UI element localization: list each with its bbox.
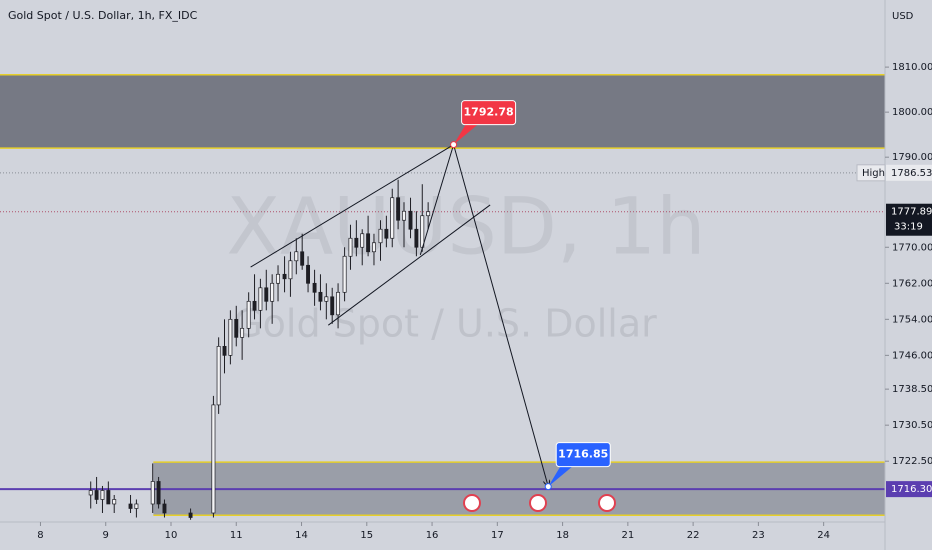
watermark-subtitle: Gold Spot / U.S. Dollar — [233, 302, 657, 346]
y-tick-label: 1746.00 — [892, 350, 932, 361]
candle-body — [378, 228, 383, 244]
price-tag — [886, 481, 932, 498]
x-tick-label: 23 — [752, 530, 765, 541]
y-tick-label: 1790.00 — [892, 152, 932, 163]
x-tick-label: 9 — [103, 530, 109, 541]
callout-anchor — [450, 141, 458, 149]
x-tick-label: 8 — [37, 530, 43, 541]
candle-body — [330, 296, 335, 316]
candle-body — [211, 404, 216, 514]
x-tick-label: 24 — [817, 530, 830, 541]
level-name-box — [856, 164, 886, 182]
candle-body — [318, 291, 323, 302]
candle-body — [324, 296, 329, 302]
price-tag — [886, 203, 932, 236]
candle-body — [414, 228, 419, 248]
candle-body — [128, 503, 133, 509]
x-tick-label: 15 — [360, 530, 373, 541]
candle-body — [354, 237, 359, 248]
currency: USD — [892, 11, 914, 22]
candle-body — [336, 291, 341, 316]
countdown: 33:19 — [894, 222, 923, 233]
candle-body — [94, 490, 99, 500]
candle-body — [282, 273, 287, 280]
candle-body — [150, 481, 155, 505]
candle-body — [300, 251, 305, 266]
candle-body — [156, 481, 161, 505]
candle-body — [246, 300, 251, 329]
x-tick-label: 22 — [687, 530, 700, 541]
candle-body — [264, 287, 269, 302]
candle-body — [106, 490, 111, 505]
candle-body — [270, 282, 275, 302]
candle-body — [306, 264, 311, 284]
candle-body — [276, 273, 280, 284]
candle-body — [188, 512, 193, 518]
candle-body — [162, 503, 167, 514]
x-tick-label: 16 — [426, 530, 439, 541]
chart-title: Gold Spot / U.S. Dollar, 1h, FX_IDC — [8, 9, 198, 22]
y-tick-label: 1722.50 — [892, 456, 932, 467]
candle-body — [372, 242, 376, 253]
x-tick-label: 10 — [165, 530, 178, 541]
candle-body — [390, 197, 395, 239]
candle-body — [216, 345, 221, 406]
callout-box — [555, 442, 611, 468]
callout-pointer — [548, 466, 573, 487]
candle-body — [252, 300, 257, 311]
candle-body — [234, 318, 239, 338]
callout-anchor — [544, 483, 552, 491]
candle-body — [312, 282, 317, 293]
candle-body — [426, 211, 431, 217]
x-tick-label: 14 — [295, 530, 308, 541]
y-tick-label: 1800.00 — [892, 107, 932, 118]
callout-label: 1792.78 — [464, 106, 514, 119]
candle-body — [240, 327, 245, 338]
candle-body — [88, 490, 93, 496]
trend-line — [327, 204, 491, 326]
candle-body — [222, 345, 227, 356]
price-tag-label: 1786.53 — [891, 168, 932, 179]
candle-body — [360, 233, 365, 248]
candle-body — [294, 251, 299, 262]
candle-body — [384, 228, 389, 239]
y-tick-label: 1810.00 — [892, 62, 932, 73]
y-tick-label: 1762.00 — [892, 278, 932, 289]
x-tick-label: 18 — [556, 530, 569, 541]
candle-body — [258, 287, 263, 311]
candle-body — [228, 318, 233, 356]
price-tag-label: 1777.89 — [891, 207, 932, 218]
y-tick-label: 1754.00 — [892, 314, 932, 325]
callout-label: 1716.85 — [558, 448, 608, 461]
zone — [0, 74, 885, 149]
price-tag — [886, 164, 932, 181]
plot — [0, 74, 885, 520]
candle-body — [342, 255, 347, 293]
watermark: XAUUSD, 1h — [226, 182, 705, 272]
candle-body — [134, 503, 139, 509]
candle-body — [402, 210, 406, 221]
candle-body — [366, 233, 371, 253]
price-tag-label: 1716.30 — [891, 484, 932, 495]
candle-body — [408, 210, 413, 230]
event-icons — [463, 494, 616, 512]
y-tick-label: 1770.00 — [892, 242, 932, 253]
callout-pointer — [453, 124, 478, 145]
candle-body — [112, 499, 117, 505]
candle-body — [288, 260, 293, 280]
candle-body — [100, 490, 105, 500]
x-tick-label: 17 — [491, 530, 504, 541]
y-tick-label: 1730.50 — [892, 420, 932, 431]
candle-body — [348, 237, 353, 257]
x-tick-label: 21 — [621, 530, 634, 541]
level-name: High — [862, 168, 885, 179]
callout-box — [461, 100, 517, 126]
trend-line — [250, 144, 454, 268]
candle-body — [396, 197, 401, 221]
x-tick-label: 11 — [230, 530, 243, 541]
candle-body — [420, 215, 425, 248]
y-tick-label: 1738.50 — [892, 384, 932, 395]
